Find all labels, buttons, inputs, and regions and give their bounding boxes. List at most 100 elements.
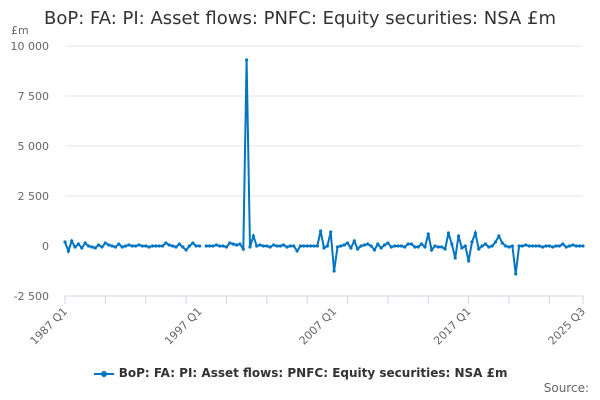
data-point	[312, 244, 316, 248]
data-point	[130, 244, 134, 248]
data-point	[83, 241, 87, 245]
data-point	[76, 242, 81, 246]
data-point	[137, 243, 141, 247]
data-point	[393, 244, 397, 248]
data-point	[103, 241, 107, 245]
data-point	[416, 245, 420, 249]
data-point	[480, 244, 484, 248]
data-point	[423, 245, 427, 249]
data-point	[345, 241, 350, 245]
data-point	[467, 259, 471, 263]
data-point	[117, 242, 121, 246]
data-point	[305, 244, 309, 248]
data-point	[534, 244, 538, 248]
data-point	[430, 248, 434, 252]
data-point	[332, 269, 336, 273]
data-point	[278, 244, 282, 248]
x-tick-label: 2025 Q3	[546, 305, 589, 348]
data-point	[208, 244, 212, 248]
y-tick-label: 5 000	[18, 140, 50, 153]
data-point	[140, 244, 144, 248]
data-point	[251, 234, 255, 238]
data-point	[557, 244, 562, 248]
data-point	[406, 242, 410, 246]
data-point	[460, 246, 464, 250]
data-point	[315, 244, 319, 248]
data-point	[187, 244, 192, 248]
data-point	[339, 244, 343, 248]
data-point	[292, 244, 296, 248]
data-point	[571, 243, 575, 247]
data-point	[440, 245, 444, 249]
data-point	[221, 244, 225, 248]
data-point	[450, 242, 454, 246]
data-point	[376, 242, 380, 246]
chart-title: BoP: FA: PI: Asset flows: PNFC: Equity s…	[44, 8, 556, 29]
y-tick-label: 7 500	[18, 90, 50, 103]
data-point	[564, 245, 568, 249]
data-point	[487, 245, 491, 249]
data-point	[70, 239, 74, 243]
data-point	[241, 247, 245, 251]
data-point	[258, 243, 262, 247]
data-point	[567, 244, 572, 248]
data-point	[127, 243, 131, 247]
data-point	[456, 234, 461, 238]
y-tick-label: 2 500	[18, 190, 50, 203]
data-point	[174, 245, 178, 249]
data-point	[234, 243, 239, 247]
data-point	[218, 244, 222, 248]
legend-label: BoP: FA: PI: Asset flows: PNFC: Equity s…	[118, 366, 508, 380]
data-point	[157, 244, 161, 248]
data-point	[463, 244, 467, 248]
data-point	[372, 248, 377, 252]
data-point	[581, 244, 585, 248]
data-point	[530, 244, 535, 248]
data-point	[446, 231, 451, 235]
data-point	[245, 58, 249, 62]
data-point	[123, 244, 128, 248]
data-point	[160, 244, 165, 248]
data-point	[319, 229, 323, 233]
x-tick-label: 1987 Q1	[28, 305, 71, 348]
data-point	[497, 234, 501, 238]
data-point	[66, 249, 70, 253]
data-point	[275, 244, 279, 248]
data-point	[433, 244, 437, 248]
data-point	[470, 240, 474, 244]
data-point	[500, 241, 504, 245]
y-tick-label: 0	[42, 240, 49, 253]
legend-item[interactable]: BoP: FA: PI: Asset flows: PNFC: Equity s…	[0, 366, 600, 380]
data-point	[493, 240, 498, 244]
data-point	[134, 244, 138, 248]
data-point	[150, 244, 155, 248]
data-point	[419, 242, 424, 246]
data-point	[144, 244, 148, 248]
data-point	[154, 244, 158, 248]
data-point	[561, 242, 565, 246]
data-point	[228, 241, 232, 245]
data-point	[147, 245, 151, 249]
data-point	[510, 244, 514, 248]
data-point	[295, 249, 299, 253]
data-point	[214, 243, 218, 247]
data-point	[389, 245, 393, 249]
data-point	[483, 242, 488, 246]
data-point	[97, 243, 101, 247]
data-point	[527, 244, 531, 248]
data-point	[399, 244, 403, 248]
data-point	[335, 245, 340, 249]
data-point	[362, 243, 366, 247]
data-point	[524, 243, 528, 247]
data-point	[224, 245, 229, 249]
data-point	[349, 246, 353, 250]
data-point	[490, 244, 494, 248]
data-point	[322, 246, 326, 250]
data-point	[63, 240, 67, 244]
data-point	[409, 242, 414, 246]
data-point	[271, 243, 276, 247]
data-point	[282, 243, 286, 247]
data-point	[477, 247, 481, 251]
data-point	[211, 244, 215, 248]
data-point	[359, 244, 363, 248]
